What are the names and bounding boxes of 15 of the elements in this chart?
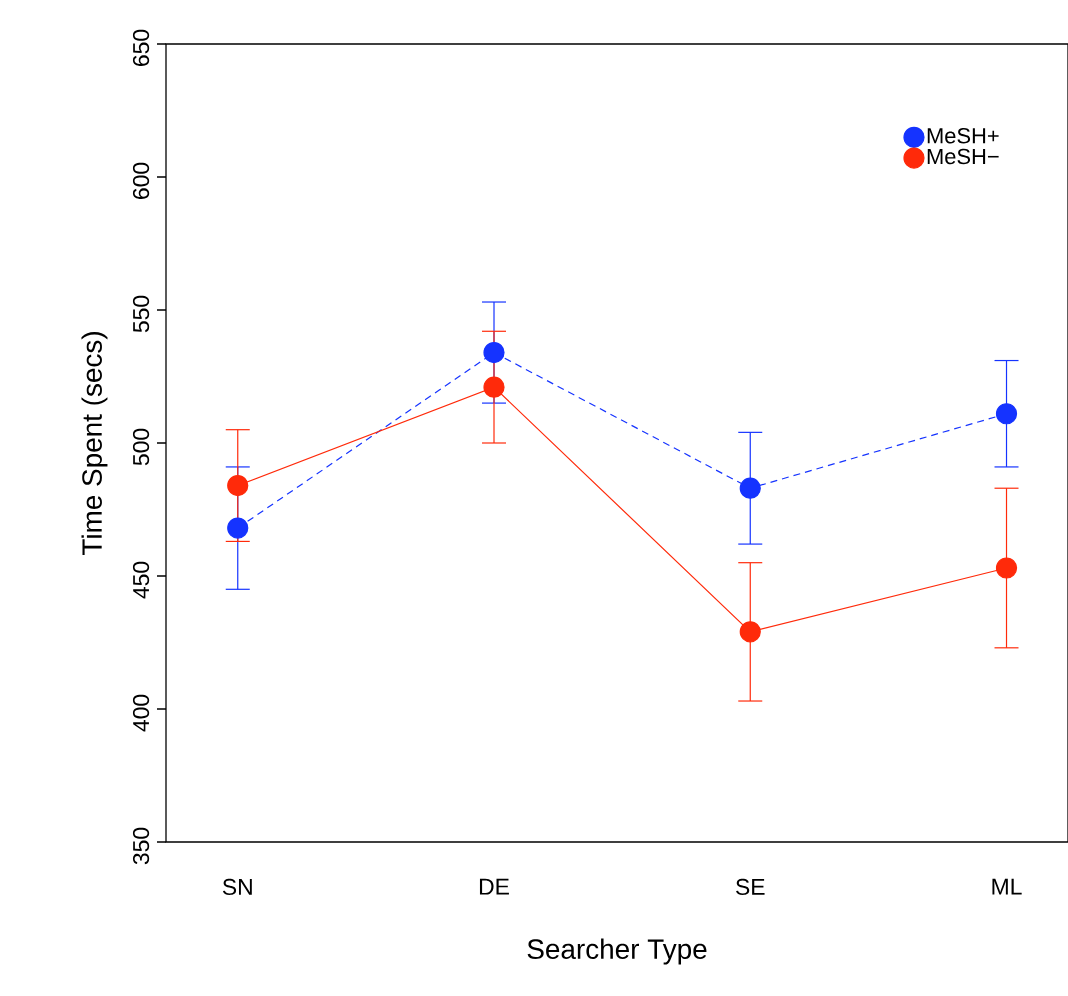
x-tick-label: SN xyxy=(222,878,252,896)
y-tick-label: 500 xyxy=(132,428,150,466)
x-tick-label: SE xyxy=(736,878,765,896)
x-axis-title: Searcher Type xyxy=(527,938,707,965)
x-tick-label: DE xyxy=(479,878,509,895)
legend-label: MeSH+ xyxy=(927,127,999,144)
y-tick-label: 400 xyxy=(132,694,150,732)
y-tick-label: 350 xyxy=(132,827,150,865)
x-tick-label: ML xyxy=(992,878,1022,895)
y-tick-label: 650 xyxy=(132,29,150,66)
y-axis-title: Time Spent (secs) xyxy=(81,332,108,556)
y-tick-label: 450 xyxy=(132,561,150,599)
y-tick-label: 600 xyxy=(132,162,150,199)
y-tick-label: 550 xyxy=(132,295,150,333)
legend-label: MeSH− xyxy=(927,148,999,165)
